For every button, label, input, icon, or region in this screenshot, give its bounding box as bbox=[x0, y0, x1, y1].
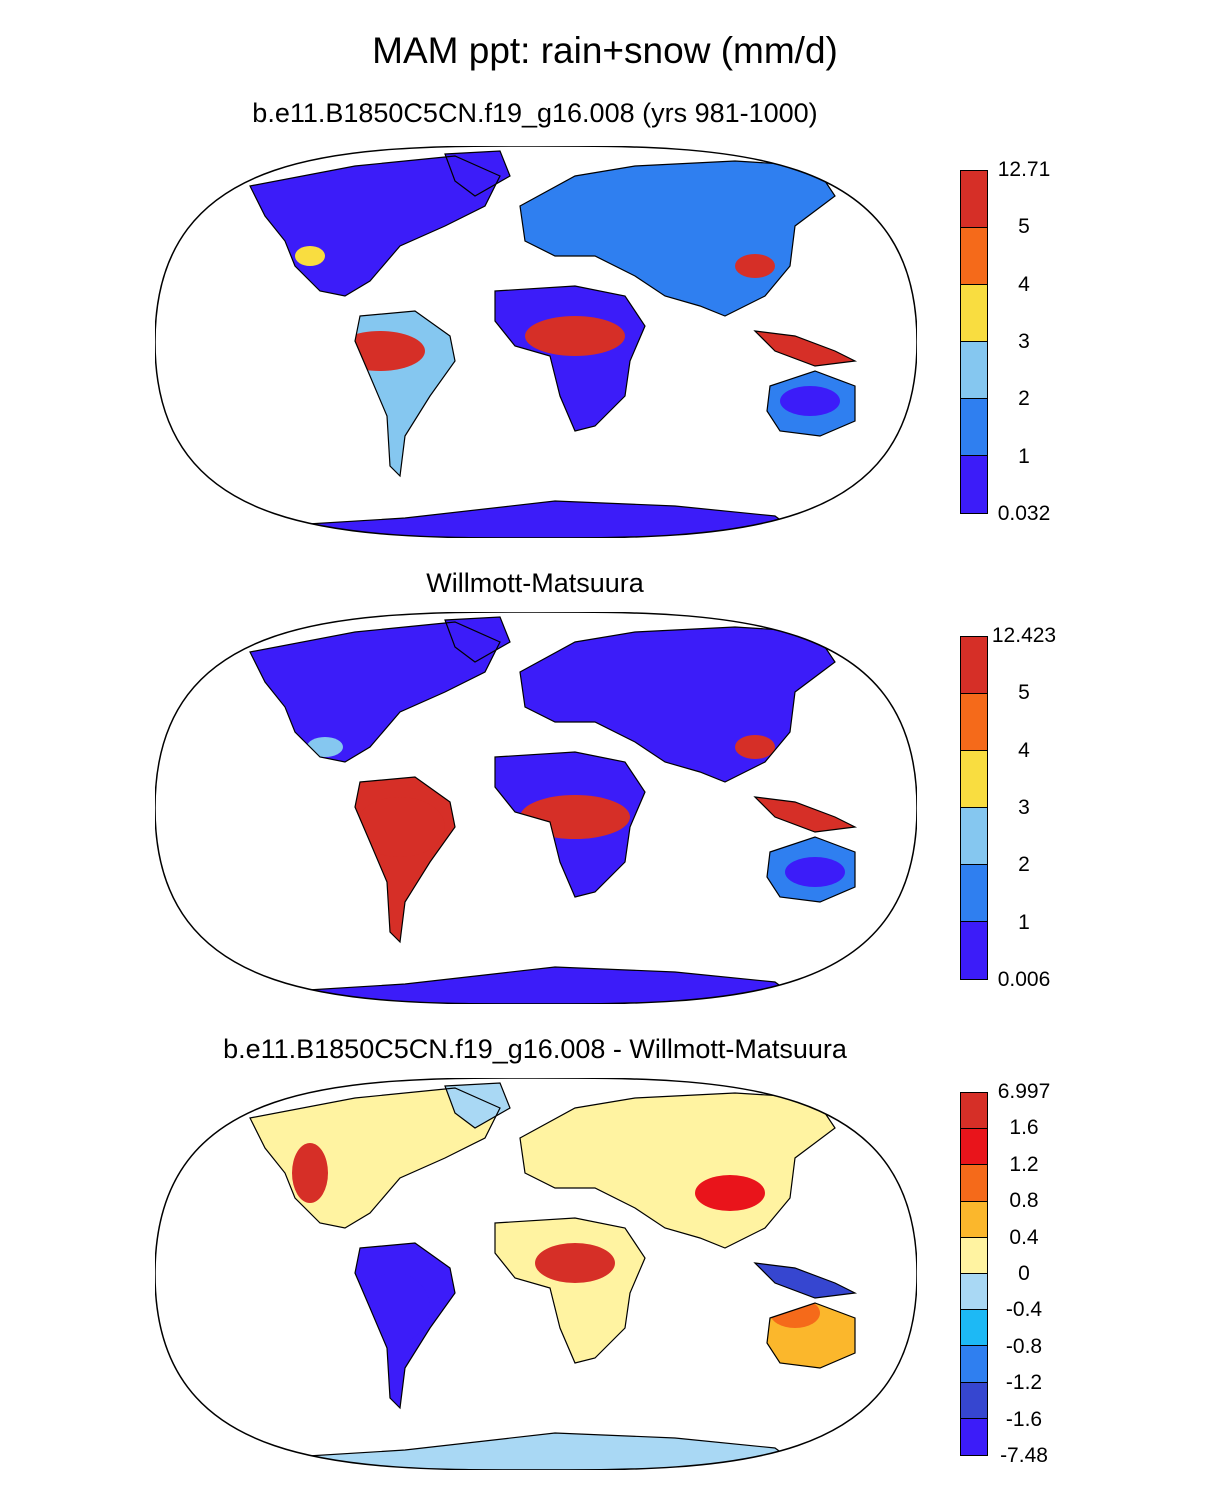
precip-region bbox=[735, 254, 775, 278]
colorbar-label: 0.8 bbox=[1009, 1189, 1039, 1213]
precip-region bbox=[780, 386, 840, 416]
colorbar-label: 2 bbox=[1018, 387, 1030, 411]
colorbar-label: 12.71 bbox=[997, 158, 1051, 181]
panel-1-map bbox=[155, 146, 917, 538]
colorbar-box bbox=[961, 1201, 987, 1238]
colorbar-box bbox=[961, 285, 987, 342]
colorbar-box bbox=[961, 1165, 987, 1202]
colorbar-box bbox=[961, 456, 987, 513]
colorbar-label: -0.4 bbox=[1005, 1298, 1043, 1322]
colorbar-box bbox=[961, 1129, 987, 1166]
colorbar-label: 1.2 bbox=[1009, 1152, 1039, 1176]
colorbar-box bbox=[961, 808, 987, 865]
maritime-landmass bbox=[755, 797, 855, 832]
antarctica-landmass bbox=[255, 967, 805, 1004]
colorbar-box bbox=[961, 1418, 987, 1455]
colorbar-label: 3 bbox=[1018, 796, 1030, 819]
colorbar-box bbox=[961, 171, 987, 228]
colorbar-label: -0.8 bbox=[1005, 1334, 1043, 1358]
colorbar-label: 4 bbox=[1018, 272, 1030, 296]
precip-region bbox=[292, 1143, 328, 1203]
precip-region bbox=[695, 1175, 765, 1211]
colorbar-box bbox=[961, 399, 987, 456]
colorbar-label: 0.032 bbox=[997, 502, 1051, 525]
main-title: MAM ppt: rain+snow (mm/d) bbox=[372, 30, 838, 71]
colorbar-label: 12.423 bbox=[991, 624, 1057, 647]
colorbar-label: 6.997 bbox=[997, 1080, 1051, 1103]
antarctica-landmass bbox=[255, 1433, 805, 1470]
panel-3-map bbox=[155, 1078, 917, 1470]
colorbar-label: 0.4 bbox=[1009, 1225, 1039, 1249]
antarctica-landmass bbox=[255, 501, 805, 538]
namerica-landmass bbox=[250, 622, 500, 762]
colorbar-label: -1.6 bbox=[1005, 1407, 1043, 1431]
precip-region bbox=[295, 246, 325, 266]
colorbar-box bbox=[961, 637, 987, 694]
panel-2-map bbox=[155, 612, 917, 1004]
colorbar-box bbox=[961, 1093, 987, 1130]
colorbar-label: 5 bbox=[1018, 681, 1030, 705]
precip-region bbox=[535, 1243, 615, 1283]
panel-3-colorbar bbox=[960, 1092, 988, 1456]
precip-region bbox=[355, 797, 445, 857]
colorbar-box bbox=[961, 1273, 987, 1311]
maritime-landmass bbox=[755, 331, 855, 366]
precip-region bbox=[785, 857, 845, 887]
colorbar-box bbox=[961, 1346, 987, 1383]
colorbar-box bbox=[961, 1382, 987, 1419]
colorbar-label: 0.006 bbox=[997, 968, 1051, 991]
eurasia-landmass bbox=[520, 1093, 835, 1248]
colorbar-label: 3 bbox=[1018, 330, 1030, 353]
panel-2-colorbar bbox=[960, 636, 988, 980]
colorbar-label: -7.48 bbox=[1000, 1444, 1048, 1467]
colorbar-box bbox=[961, 1310, 987, 1347]
colorbar-label: 2 bbox=[1018, 853, 1030, 877]
colorbar-label: 1 bbox=[1018, 444, 1030, 468]
precip-region bbox=[525, 316, 625, 356]
colorbar-box bbox=[961, 865, 987, 922]
precip-region bbox=[735, 735, 775, 759]
colorbar-box bbox=[961, 694, 987, 751]
map-border bbox=[155, 146, 917, 538]
colorbar-box bbox=[961, 751, 987, 808]
map-border bbox=[155, 1078, 917, 1470]
colorbar-label: -1.2 bbox=[1005, 1371, 1043, 1395]
panel-2-title: Willmott-Matsuura bbox=[426, 568, 644, 598]
map-border bbox=[155, 612, 917, 1004]
colorbar-label: 4 bbox=[1018, 738, 1030, 762]
colorbar-label: 5 bbox=[1018, 215, 1030, 239]
panel-1-colorbar bbox=[960, 170, 988, 514]
colorbar-box bbox=[961, 1237, 987, 1274]
panel-3-title: b.e11.B1850C5CN.f19_g16.008 - Willmott-M… bbox=[223, 1034, 847, 1064]
precip-region bbox=[307, 737, 343, 757]
colorbar-label: 1 bbox=[1018, 910, 1030, 934]
colorbar-box bbox=[961, 342, 987, 399]
colorbar-label: 0 bbox=[1018, 1262, 1030, 1285]
maritime-landmass bbox=[755, 1263, 855, 1298]
panel-1-title: b.e11.B1850C5CN.f19_g16.008 (yrs 981-100… bbox=[252, 98, 818, 128]
colorbar-box bbox=[961, 922, 987, 979]
colorbar-box bbox=[961, 228, 987, 285]
colorbar-label: 1.6 bbox=[1009, 1116, 1039, 1140]
